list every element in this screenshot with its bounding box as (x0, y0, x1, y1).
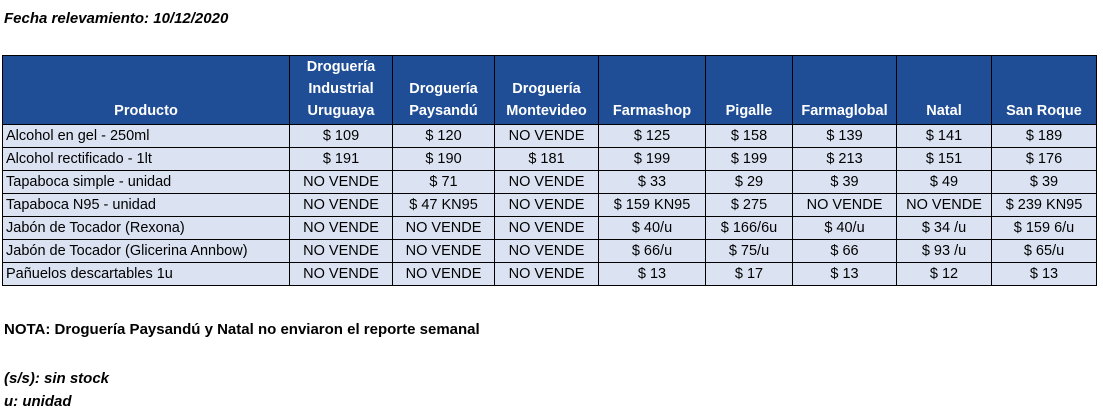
price-cell: $ 17 (705, 262, 793, 286)
price-cell: $ 12 (896, 262, 992, 286)
table-body: Alcohol en gel - 250ml $ 109 $ 120 NO VENDE… (2, 124, 1097, 286)
price-cell: $ 190 (392, 147, 495, 171)
price-cell: $ 34 /u (896, 216, 992, 240)
price-cell: $ 191 (289, 147, 393, 171)
product-name-cell: Alcohol en gel - 250ml (2, 124, 290, 148)
column-header: Droguería Montevideo (494, 55, 599, 125)
price-cell: $ 29 (705, 170, 793, 194)
price-cell: $ 40/u (598, 216, 706, 240)
product-name-cell: Jabón de Tocador (Glicerina Annbow) (2, 239, 290, 263)
price-cell: $ 13 (991, 262, 1097, 286)
price-cell: $ 181 (494, 147, 599, 171)
price-cell: $ 151 (896, 147, 992, 171)
price-cell: $ 66 (792, 239, 897, 263)
price-cell: NO VENDE (494, 216, 599, 240)
price-cell: $ 71 (392, 170, 495, 194)
legend-unidad: u: unidad (4, 393, 72, 410)
product-name-cell: Alcohol rectificado - 1lt (2, 147, 290, 171)
product-name-cell: Jabón de Tocador (Rexona) (2, 216, 290, 240)
column-header: Droguería Industrial Uruguaya (289, 55, 393, 125)
price-cell: $ 33 (598, 170, 706, 194)
table-row: Tapaboca N95 - unidad NO VENDE $ 47 KN95 NO… (2, 193, 1097, 217)
product-name-cell: Tapaboca N95 - unidad (2, 193, 290, 217)
legend-sin-stock: (s/s): sin stock (4, 370, 110, 387)
column-header: San Roque (991, 55, 1097, 125)
price-cell: NO VENDE (494, 193, 599, 217)
table-row: Tapaboca simple - unidad NO VENDE $ 71 NO V… (2, 170, 1097, 194)
column-header: Farmaglobal (792, 55, 897, 125)
product-name-cell: Pañuelos descartables 1u (2, 262, 290, 286)
price-cell: $ 159 6/u (991, 216, 1097, 240)
price-cell: $ 158 (705, 124, 793, 148)
column-header: Farmashop (598, 55, 706, 125)
price-cell: NO VENDE (494, 124, 599, 148)
price-cell: NO VENDE (494, 170, 599, 194)
price-cell: $ 275 (705, 193, 793, 217)
table-header-row: Producto Droguería Industrial Uruguaya D… (2, 55, 1097, 125)
table-row: Alcohol en gel - 250ml $ 109 $ 120 NO VENDE… (2, 124, 1097, 148)
product-name-cell: Tapaboca simple - unidad (2, 170, 290, 194)
price-cell: $ 189 (991, 124, 1097, 148)
column-header: Natal (896, 55, 992, 125)
price-cell: $ 199 (598, 147, 706, 171)
price-cell: $ 39 (792, 170, 897, 194)
table-row: Alcohol rectificado - 1lt $ 191 $ 190 $ 181… (2, 147, 1097, 171)
price-cell: $ 213 (792, 147, 897, 171)
price-cell: $ 159 KN95 (598, 193, 706, 217)
table-row: Pañuelos descartables 1u NO VENDE NO VENDE… (2, 262, 1097, 286)
price-cell: NO VENDE (392, 216, 495, 240)
price-cell: $ 65/u (991, 239, 1097, 263)
price-cell: $ 49 (896, 170, 992, 194)
price-cell: $ 75/u (705, 239, 793, 263)
price-cell: NO VENDE (289, 262, 393, 286)
column-header: Droguería Paysandú (392, 55, 495, 125)
price-cell: NO VENDE (792, 193, 897, 217)
price-cell: $ 141 (896, 124, 992, 148)
price-cell: $ 93 /u (896, 239, 992, 263)
price-cell: $ 13 (792, 262, 897, 286)
price-cell: $ 39 (991, 170, 1097, 194)
price-table: Producto Droguería Industrial Uruguaya D… (2, 55, 1097, 286)
price-cell: NO VENDE (392, 262, 495, 286)
table-row: Jabón de Tocador (Glicerina Annbow) NO VE… (2, 239, 1097, 263)
price-cell: NO VENDE (289, 193, 393, 217)
price-cell: NO VENDE (392, 239, 495, 263)
price-cell: $ 13 (598, 262, 706, 286)
price-cell: NO VENDE (494, 239, 599, 263)
price-cell: $ 166/6u (705, 216, 793, 240)
price-cell: NO VENDE (289, 239, 393, 263)
price-cell: $ 125 (598, 124, 706, 148)
price-cell: NO VENDE (289, 216, 393, 240)
price-cell: $ 199 (705, 147, 793, 171)
price-cell: NO VENDE (896, 193, 992, 217)
price-cell: $ 109 (289, 124, 393, 148)
column-header: Pigalle (705, 55, 793, 125)
price-cell: $ 139 (792, 124, 897, 148)
note-text: NOTA: Droguería Paysandú y Natal no envi… (4, 321, 480, 338)
price-cell: $ 40/u (792, 216, 897, 240)
price-cell: $ 66/u (598, 239, 706, 263)
price-cell: NO VENDE (289, 170, 393, 194)
price-cell: $ 239 KN95 (991, 193, 1097, 217)
column-header: Producto (2, 55, 290, 125)
price-cell: $ 47 KN95 (392, 193, 495, 217)
survey-date: Fecha relevamiento: 10/12/2020 (4, 10, 229, 27)
price-cell: $ 176 (991, 147, 1097, 171)
price-cell: NO VENDE (494, 262, 599, 286)
table-row: Jabón de Tocador (Rexona) NO VENDE NO VEND… (2, 216, 1097, 240)
price-cell: $ 120 (392, 124, 495, 148)
